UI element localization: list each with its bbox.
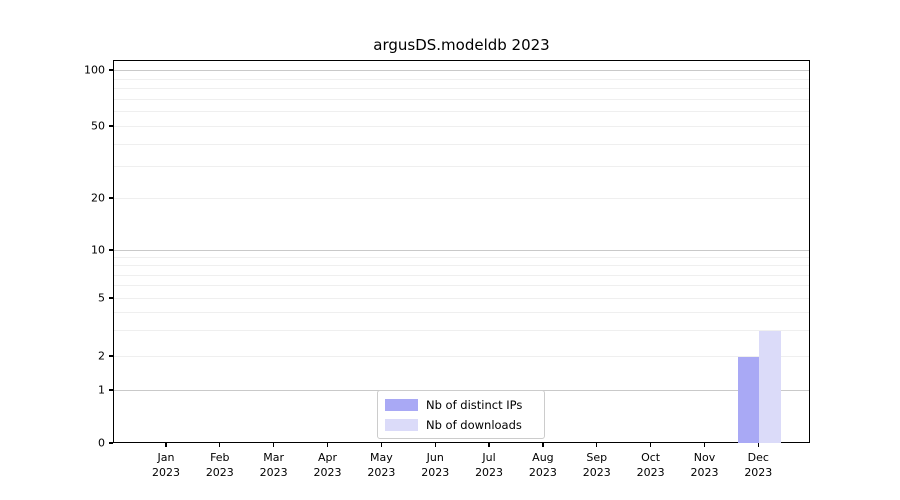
- x-axis-tick-label: Jun 2023: [421, 451, 450, 479]
- x-tick-mark-10: [703, 443, 706, 447]
- plot-area: [113, 60, 810, 443]
- y-axis-tick-label: 1: [98, 383, 105, 397]
- legend-item-distinct-ips: Nb of distinct IPs: [385, 396, 535, 413]
- y-grid-line-8: [114, 265, 809, 267]
- y-tick-mark-50: [109, 125, 113, 127]
- legend-label-distinct-ips: Nb of distinct IPs: [426, 397, 523, 412]
- x-tick-mark-9: [650, 443, 652, 447]
- y-axis-tick-label: 10: [91, 243, 105, 257]
- y-grid-line-7: [114, 274, 809, 276]
- x-axis-tick-label: Dec 2023: [744, 451, 773, 479]
- y-axis-tick-label: 2: [98, 349, 105, 363]
- y-tick-mark-5: [109, 297, 113, 299]
- legend-box: Nb of distinct IPs Nb of downloads: [377, 390, 545, 439]
- chart-title: argusDS.modeldb 2023: [373, 36, 550, 54]
- bar-nb-of-downloads: [759, 331, 781, 443]
- y-tick-mark-1: [109, 389, 113, 391]
- y-tick-mark-10: [109, 249, 113, 251]
- x-axis-tick-label: Feb 2023: [205, 451, 234, 479]
- y-grid-line-4: [114, 312, 809, 314]
- y-tick-mark-0: [109, 442, 113, 444]
- y-grid-line-3: [114, 330, 809, 332]
- y-axis-tick-label: 5: [98, 291, 105, 305]
- y-grid-line-30: [114, 166, 809, 168]
- x-tick-mark-0: [165, 443, 167, 447]
- x-tick-mark-5: [434, 443, 436, 447]
- y-tick-mark-20: [109, 197, 113, 199]
- y-grid-line-60: [114, 111, 809, 113]
- x-axis-tick-label: Jul 2023: [475, 451, 504, 479]
- y-tick-mark-2: [109, 355, 113, 357]
- x-tick-mark-2: [273, 443, 275, 447]
- y-grid-line-70: [114, 98, 809, 100]
- y-grid-line-100: [114, 69, 809, 71]
- y-tick-mark-100: [109, 69, 113, 71]
- x-tick-mark-1: [219, 443, 221, 447]
- y-grid-line-40: [114, 143, 809, 145]
- y-axis-tick-label: 100: [84, 63, 105, 77]
- y-grid-line-90: [114, 78, 809, 80]
- y-grid-line-50: [114, 125, 809, 127]
- y-grid-line-2: [114, 355, 809, 357]
- legend-swatch-downloads: [385, 418, 418, 431]
- x-tick-mark-8: [596, 443, 598, 447]
- y-axis-tick-label: 50: [91, 119, 105, 133]
- y-grid-line-10: [114, 250, 809, 251]
- y-axis-tick-label: 0: [98, 436, 105, 450]
- x-tick-mark-3: [326, 443, 329, 447]
- x-axis-tick-label: Oct 2023: [636, 451, 665, 479]
- x-tick-mark-11: [757, 443, 759, 447]
- y-grid-line-5: [114, 297, 809, 299]
- x-axis-tick-label: Apr 2023: [313, 451, 342, 479]
- x-axis-tick-label: Aug 2023: [528, 451, 557, 479]
- bar-nb-of-distinct-ips: [737, 356, 760, 443]
- x-axis-tick-label: Sep 2023: [582, 451, 611, 479]
- legend-label-downloads: Nb of downloads: [426, 417, 522, 432]
- x-tick-mark-6: [488, 443, 490, 447]
- y-grid-line-20: [114, 197, 809, 199]
- x-axis-tick-label: Jan 2023: [151, 451, 180, 479]
- legend-swatch-distinct-ips: [385, 398, 418, 411]
- y-axis-tick-label: 20: [91, 191, 105, 205]
- y-grid-line-6: [114, 285, 809, 287]
- y-grid-line-9: [114, 257, 809, 259]
- y-grid-line-80: [114, 88, 809, 90]
- legend-item-downloads: Nb of downloads: [385, 416, 535, 433]
- x-tick-mark-4: [380, 443, 382, 447]
- x-axis-tick-label: Nov 2023: [690, 451, 719, 479]
- x-axis-tick-label: Mar 2023: [259, 451, 288, 479]
- x-tick-mark-7: [542, 443, 544, 447]
- x-axis-tick-label: May 2023: [367, 451, 396, 479]
